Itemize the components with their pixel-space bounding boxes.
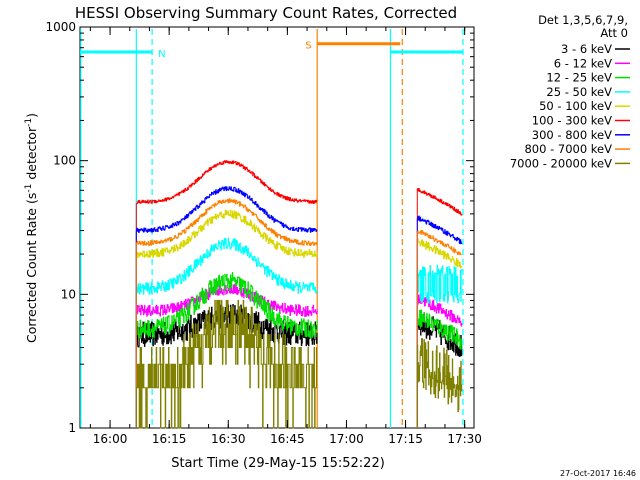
plot-area: NS: [79, 26, 475, 429]
series-trace: [135, 272, 463, 428]
y-axis-label: Corrected Count Rate (s-1 detector-1): [24, 113, 39, 343]
footer-timestamp: 27-Oct-2017 16:46: [560, 469, 636, 478]
series-trace: [135, 209, 463, 428]
chart-title: HESSI Observing Summary Count Rates, Cor…: [75, 4, 457, 22]
x-tick-label: 17:30: [447, 432, 482, 446]
series-segment: [135, 198, 318, 428]
series-trace: [135, 186, 463, 428]
y-tick-label: 100: [53, 154, 76, 168]
series-trace: [135, 198, 462, 428]
y-label-part: Corrected Count Rate (s: [24, 193, 39, 343]
y-tick-label: 1000: [45, 20, 76, 34]
series-segment: [416, 188, 463, 428]
legend-entry-label: 50 - 100 keV: [539, 99, 612, 113]
y-label-part: ): [24, 113, 39, 118]
y-label-superscript: -1: [24, 118, 34, 127]
series-segment: [135, 209, 318, 428]
x-tick-label: 16:15: [152, 432, 187, 446]
y-axis: 1 10 100 1000: [45, 20, 474, 435]
series-segment: [416, 215, 463, 428]
series-segment: [135, 237, 318, 428]
x-tick-label: 17:00: [329, 432, 364, 446]
series-segment: [416, 264, 463, 428]
series-segment: [416, 309, 463, 428]
series-segment: [416, 230, 462, 428]
series-segment: [416, 292, 463, 428]
legend-entry-label: 300 - 800 keV: [532, 128, 612, 142]
y-label-superscript: -1: [24, 184, 34, 193]
legend-header-attenuator: Att 0: [600, 26, 628, 40]
series-trace: [135, 160, 463, 428]
y-tick-label: 10: [61, 287, 76, 301]
legend-header-detectors: Det 1,3,5,6,7,9,: [538, 13, 628, 27]
series-segment: [135, 186, 318, 428]
plot-frame: [79, 26, 475, 429]
x-tick-label: 16:00: [93, 432, 128, 446]
series-segment: [416, 338, 463, 428]
series-trace: [135, 299, 463, 429]
legend-entry-label: 12 - 25 keV: [546, 71, 612, 85]
x-axis-label: Start Time (29-May-15 15:52:22): [171, 456, 385, 471]
legend-entry-label: 6 - 12 keV: [554, 56, 612, 70]
x-tick-label: 17:15: [388, 432, 423, 446]
legend-entry-label: 100 - 300 keV: [532, 114, 612, 128]
series-segment: [135, 160, 318, 428]
y-label-part: detector: [24, 126, 39, 184]
series-segment: [135, 283, 318, 428]
series-trace: [135, 283, 463, 428]
legend-entry-label: 3 - 6 keV: [561, 42, 612, 56]
x-tick-label: 16:45: [270, 432, 305, 446]
series-segment: [135, 272, 318, 428]
x-axis: 16:00 16:15 16:30 16:45 17:00 17:15 17:30: [89, 27, 482, 446]
y-tick-label: 1: [68, 421, 76, 435]
legend-entry-label: 800 - 7000 keV: [524, 142, 612, 156]
event-bar-label: S: [305, 41, 311, 52]
legend-entry-label: 7000 - 20000 keV: [510, 156, 612, 170]
series-trace: [135, 237, 463, 428]
legend-entry-label: 25 - 50 keV: [546, 85, 612, 99]
x-tick-label: 16:30: [211, 432, 246, 446]
series-segment: [416, 238, 463, 428]
event-bar-label: N: [158, 49, 165, 60]
series-segment: [135, 299, 317, 429]
